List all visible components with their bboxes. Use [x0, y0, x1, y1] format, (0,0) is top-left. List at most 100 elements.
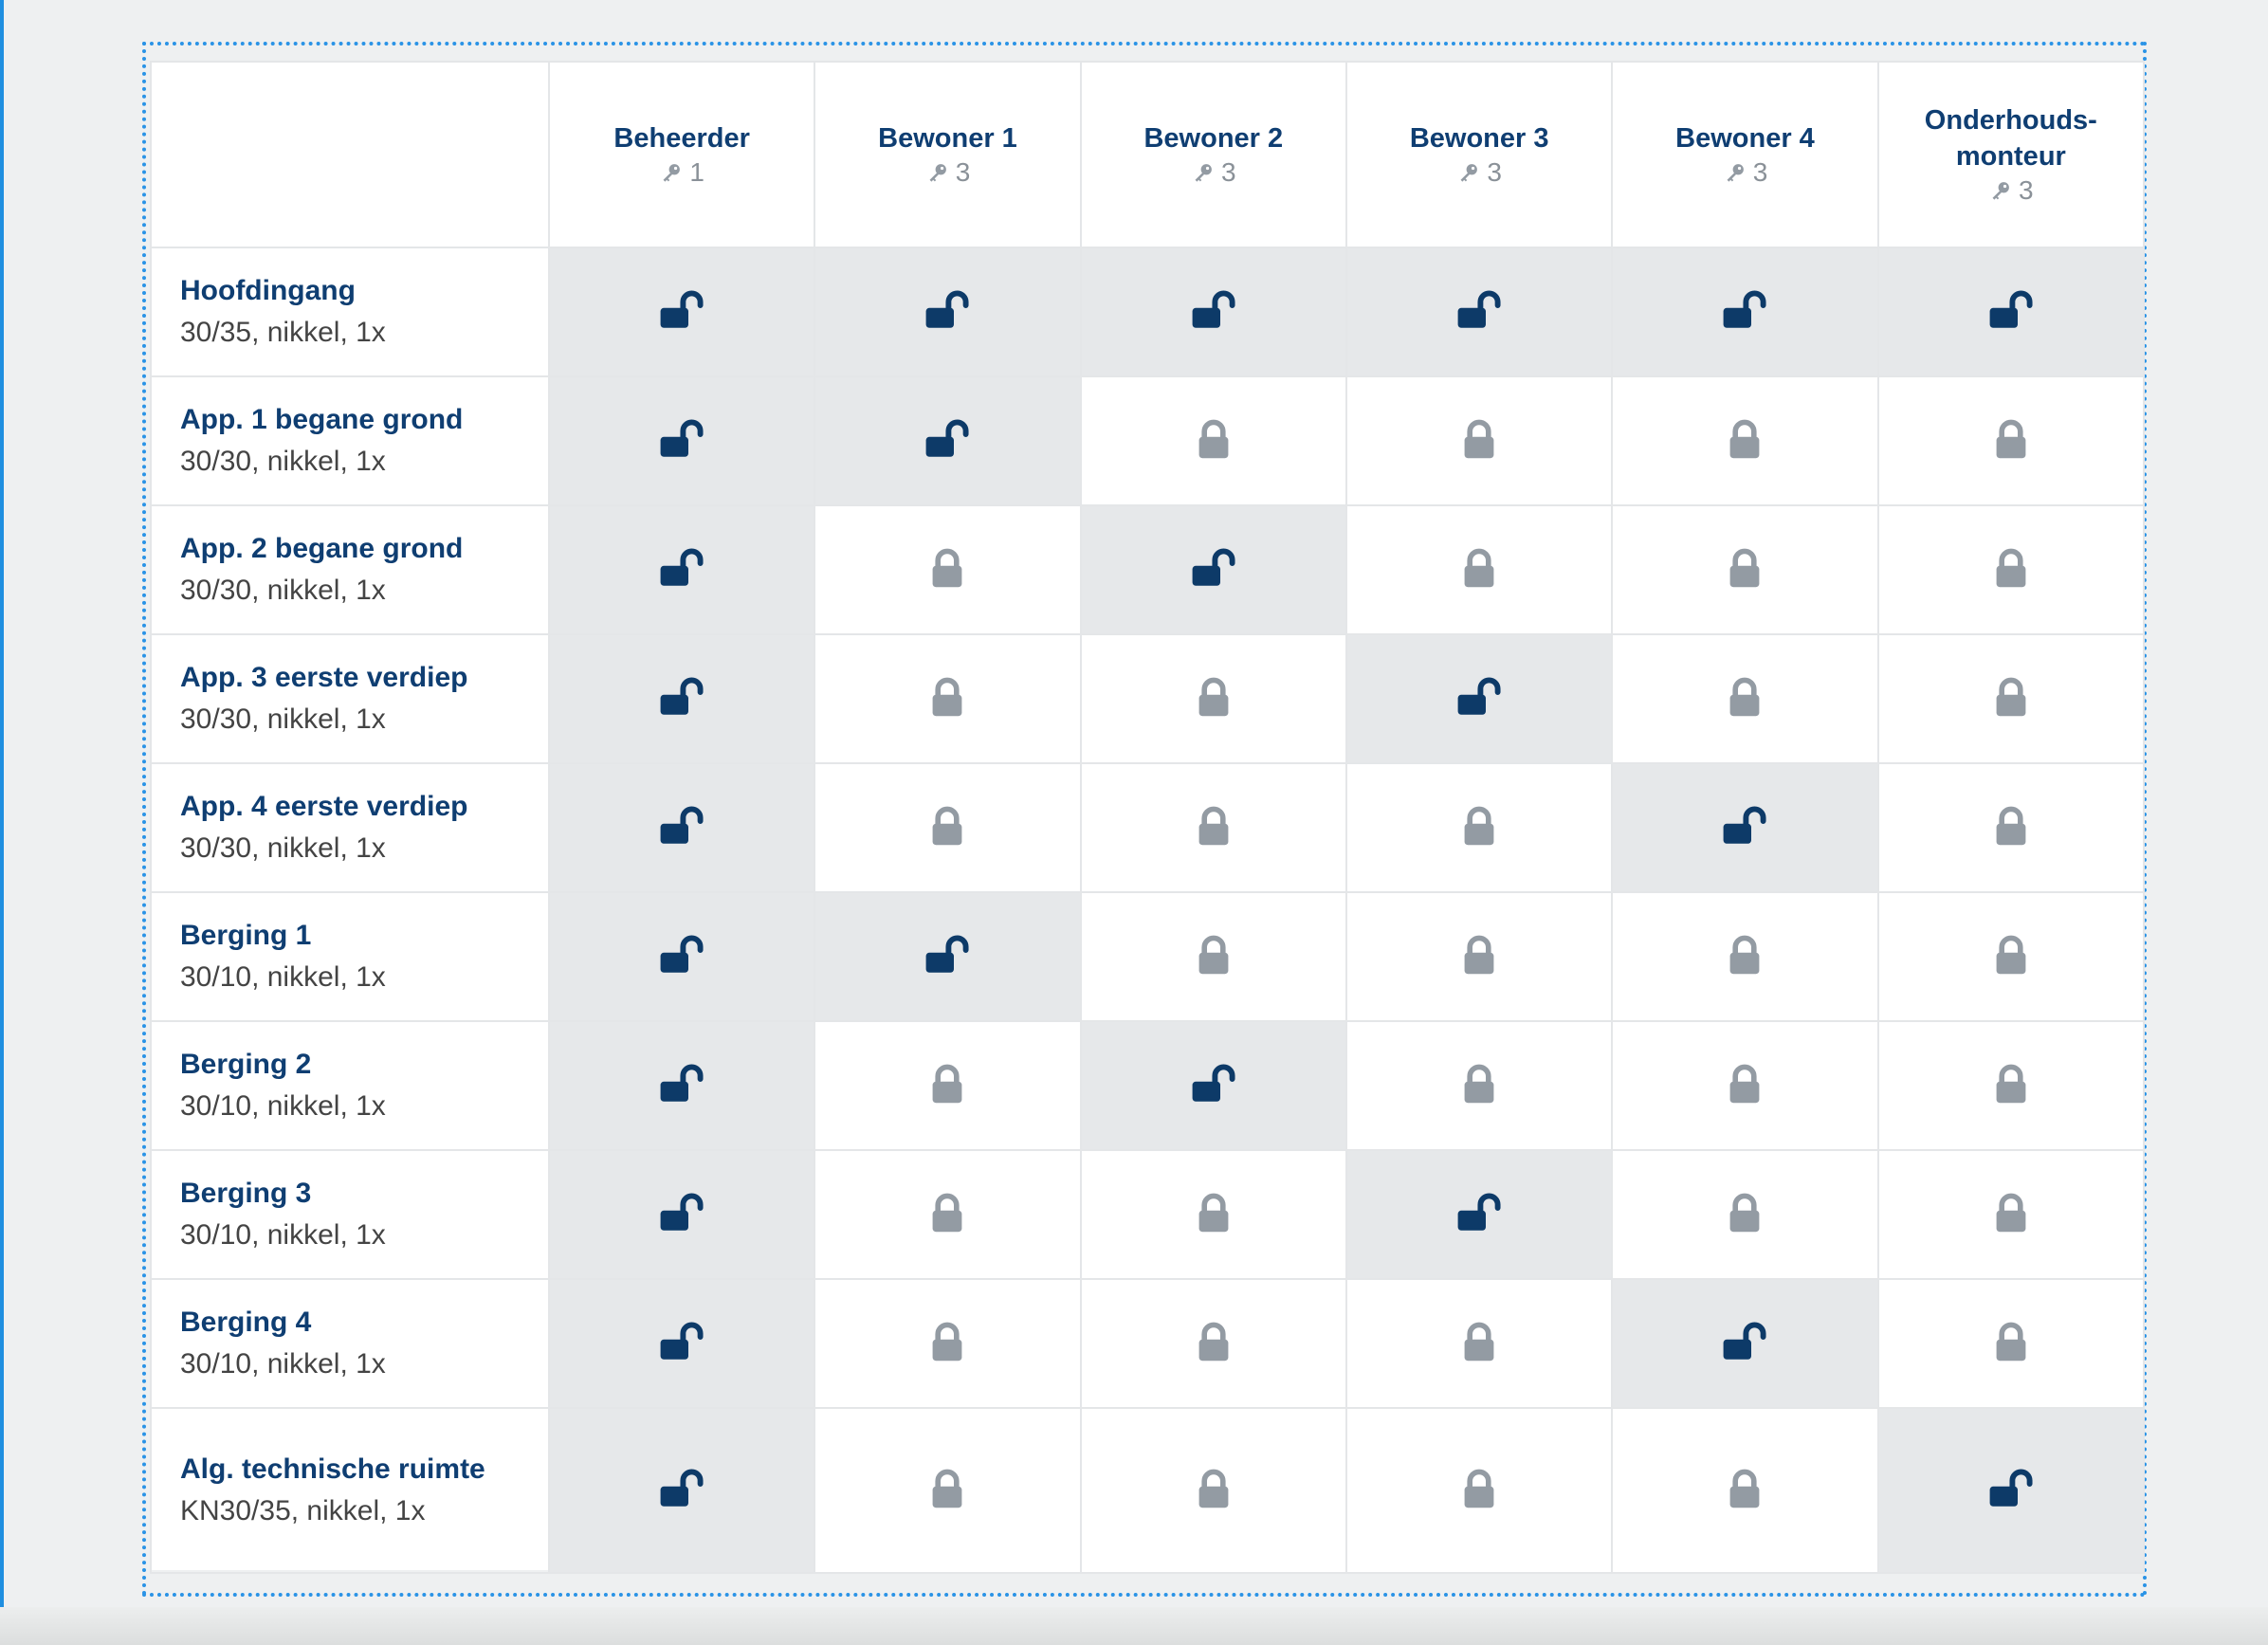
door-row: Berging 3 30/10, nikkel, 1x [150, 1149, 2146, 1280]
access-denied-cell[interactable] [1611, 1020, 1879, 1151]
access-denied-cell[interactable] [1344, 1278, 1614, 1409]
column-name: Bewoner 4 [1675, 122, 1815, 154]
key-count-value: 3 [1487, 156, 1502, 187]
access-denied-cell[interactable] [1611, 375, 1879, 506]
access-granted-cell[interactable] [1079, 247, 1347, 377]
access-denied-cell[interactable] [814, 762, 1082, 893]
door-row: Berging 4 30/10, nikkel, 1x [150, 1278, 2146, 1409]
key-count: 3 [1988, 174, 2034, 207]
access-granted-cell[interactable] [1079, 504, 1347, 635]
access-denied-cell[interactable] [1344, 891, 1614, 1022]
access-denied-cell[interactable] [1611, 891, 1879, 1022]
access-denied-cell[interactable] [1876, 762, 2146, 893]
access-denied-cell[interactable] [1876, 891, 2146, 1022]
lock-open-icon [926, 290, 970, 328]
selection-frame [142, 42, 2147, 1597]
access-denied-cell[interactable] [1876, 1278, 2146, 1409]
door-label-cell: Berging 1 30/10, nikkel, 1x [150, 891, 550, 1022]
access-denied-cell[interactable] [1079, 1149, 1347, 1280]
access-granted-cell[interactable] [1876, 247, 2146, 377]
access-denied-cell[interactable] [1344, 1020, 1614, 1151]
access-granted-cell[interactable] [1344, 247, 1614, 377]
door-label-cell: Hoofdingang 30/35, nikkel, 1x [150, 247, 550, 377]
column-name: Beheerder [613, 122, 750, 154]
access-granted-cell[interactable] [1611, 762, 1879, 893]
access-denied-cell[interactable] [1876, 504, 2146, 635]
access-granted-cell[interactable] [547, 1278, 816, 1409]
lock-closed-icon [1198, 1193, 1229, 1233]
access-granted-cell[interactable] [1611, 1278, 1879, 1409]
key-icon [1992, 181, 2009, 200]
lock-closed-icon [1464, 1322, 1494, 1362]
access-denied-cell[interactable] [1344, 1407, 1614, 1574]
cylinder-spec: KN30/35, nikkel, 1x [180, 1495, 426, 1526]
access-denied-cell[interactable] [1876, 375, 2146, 506]
cylinder-spec: 30/10, nikkel, 1x [180, 1090, 386, 1122]
access-denied-cell[interactable] [1079, 891, 1347, 1022]
access-granted-cell[interactable] [547, 375, 816, 506]
access-granted-cell[interactable] [1344, 1149, 1614, 1280]
cylinder-spec: 30/30, nikkel, 1x [180, 446, 386, 477]
access-denied-cell[interactable] [1344, 504, 1614, 635]
access-granted-cell[interactable] [814, 247, 1082, 377]
key-count-value: 3 [1752, 156, 1768, 187]
key-icon [929, 163, 946, 182]
cylinder-spec: 30/10, nikkel, 1x [180, 1348, 386, 1380]
access-denied-cell[interactable] [814, 633, 1082, 764]
access-denied-cell[interactable] [1876, 1149, 2146, 1280]
door-label-cell: Berging 4 30/10, nikkel, 1x [150, 1278, 550, 1409]
access-denied-cell[interactable] [814, 1407, 1082, 1574]
access-granted-cell[interactable] [547, 1149, 816, 1280]
access-denied-cell[interactable] [814, 1149, 1082, 1280]
lock-closed-icon [1996, 935, 2026, 975]
access-denied-cell[interactable] [1876, 1020, 2146, 1151]
access-denied-cell[interactable] [1611, 504, 1879, 635]
access-granted-cell[interactable] [547, 1407, 816, 1574]
door-row: App. 4 eerste verdiep 30/30, nikkel, 1x [150, 762, 2146, 893]
access-granted-cell[interactable] [1079, 1020, 1347, 1151]
lock-closed-icon [1464, 419, 1494, 459]
access-granted-cell[interactable] [1344, 633, 1614, 764]
access-denied-cell[interactable] [1611, 1149, 1879, 1280]
access-denied-cell[interactable] [1611, 633, 1879, 764]
access-granted-cell[interactable] [547, 762, 816, 893]
access-granted-cell[interactable] [1611, 247, 1879, 377]
door-name: Berging 1 [180, 920, 312, 951]
lock-open-icon [660, 290, 704, 328]
door-name: Berging 4 [180, 1307, 312, 1338]
access-granted-cell[interactable] [547, 504, 816, 635]
access-denied-cell[interactable] [814, 504, 1082, 635]
door-name: Hoofdingang [180, 275, 356, 306]
lock-closed-icon [1730, 1469, 1760, 1508]
lock-open-icon [926, 935, 970, 973]
access-granted-cell[interactable] [1876, 1407, 2146, 1574]
lock-open-icon [660, 806, 704, 844]
column-name: Bewoner 1 [878, 122, 1017, 154]
access-denied-cell[interactable] [1079, 1278, 1347, 1409]
lock-open-icon [1192, 548, 1235, 586]
door-label-cell: App. 1 begane grond 30/30, nikkel, 1x [150, 375, 550, 506]
access-granted-cell[interactable] [814, 891, 1082, 1022]
access-granted-cell[interactable] [547, 891, 816, 1022]
access-granted-cell[interactable] [814, 375, 1082, 506]
access-denied-cell[interactable] [1344, 375, 1614, 506]
access-denied-cell[interactable] [814, 1278, 1082, 1409]
lock-open-icon [1724, 290, 1767, 328]
access-denied-cell[interactable] [1876, 633, 2146, 764]
access-denied-cell[interactable] [1079, 375, 1347, 506]
lock-closed-icon [1996, 1064, 2026, 1104]
access-denied-cell[interactable] [1344, 762, 1614, 893]
lock-closed-icon [1464, 935, 1494, 975]
access-granted-cell[interactable] [547, 633, 816, 764]
key-count: 3 [1723, 156, 1768, 189]
key-count: 3 [1191, 156, 1236, 189]
access-denied-cell[interactable] [1079, 1407, 1347, 1574]
access-granted-cell[interactable] [547, 247, 816, 377]
access-denied-cell[interactable] [1079, 762, 1347, 893]
access-granted-cell[interactable] [547, 1020, 816, 1151]
lock-closed-icon [1730, 935, 1760, 975]
access-denied-cell[interactable] [814, 1020, 1082, 1151]
access-denied-cell[interactable] [1079, 633, 1347, 764]
access-denied-cell[interactable] [1611, 1407, 1879, 1574]
